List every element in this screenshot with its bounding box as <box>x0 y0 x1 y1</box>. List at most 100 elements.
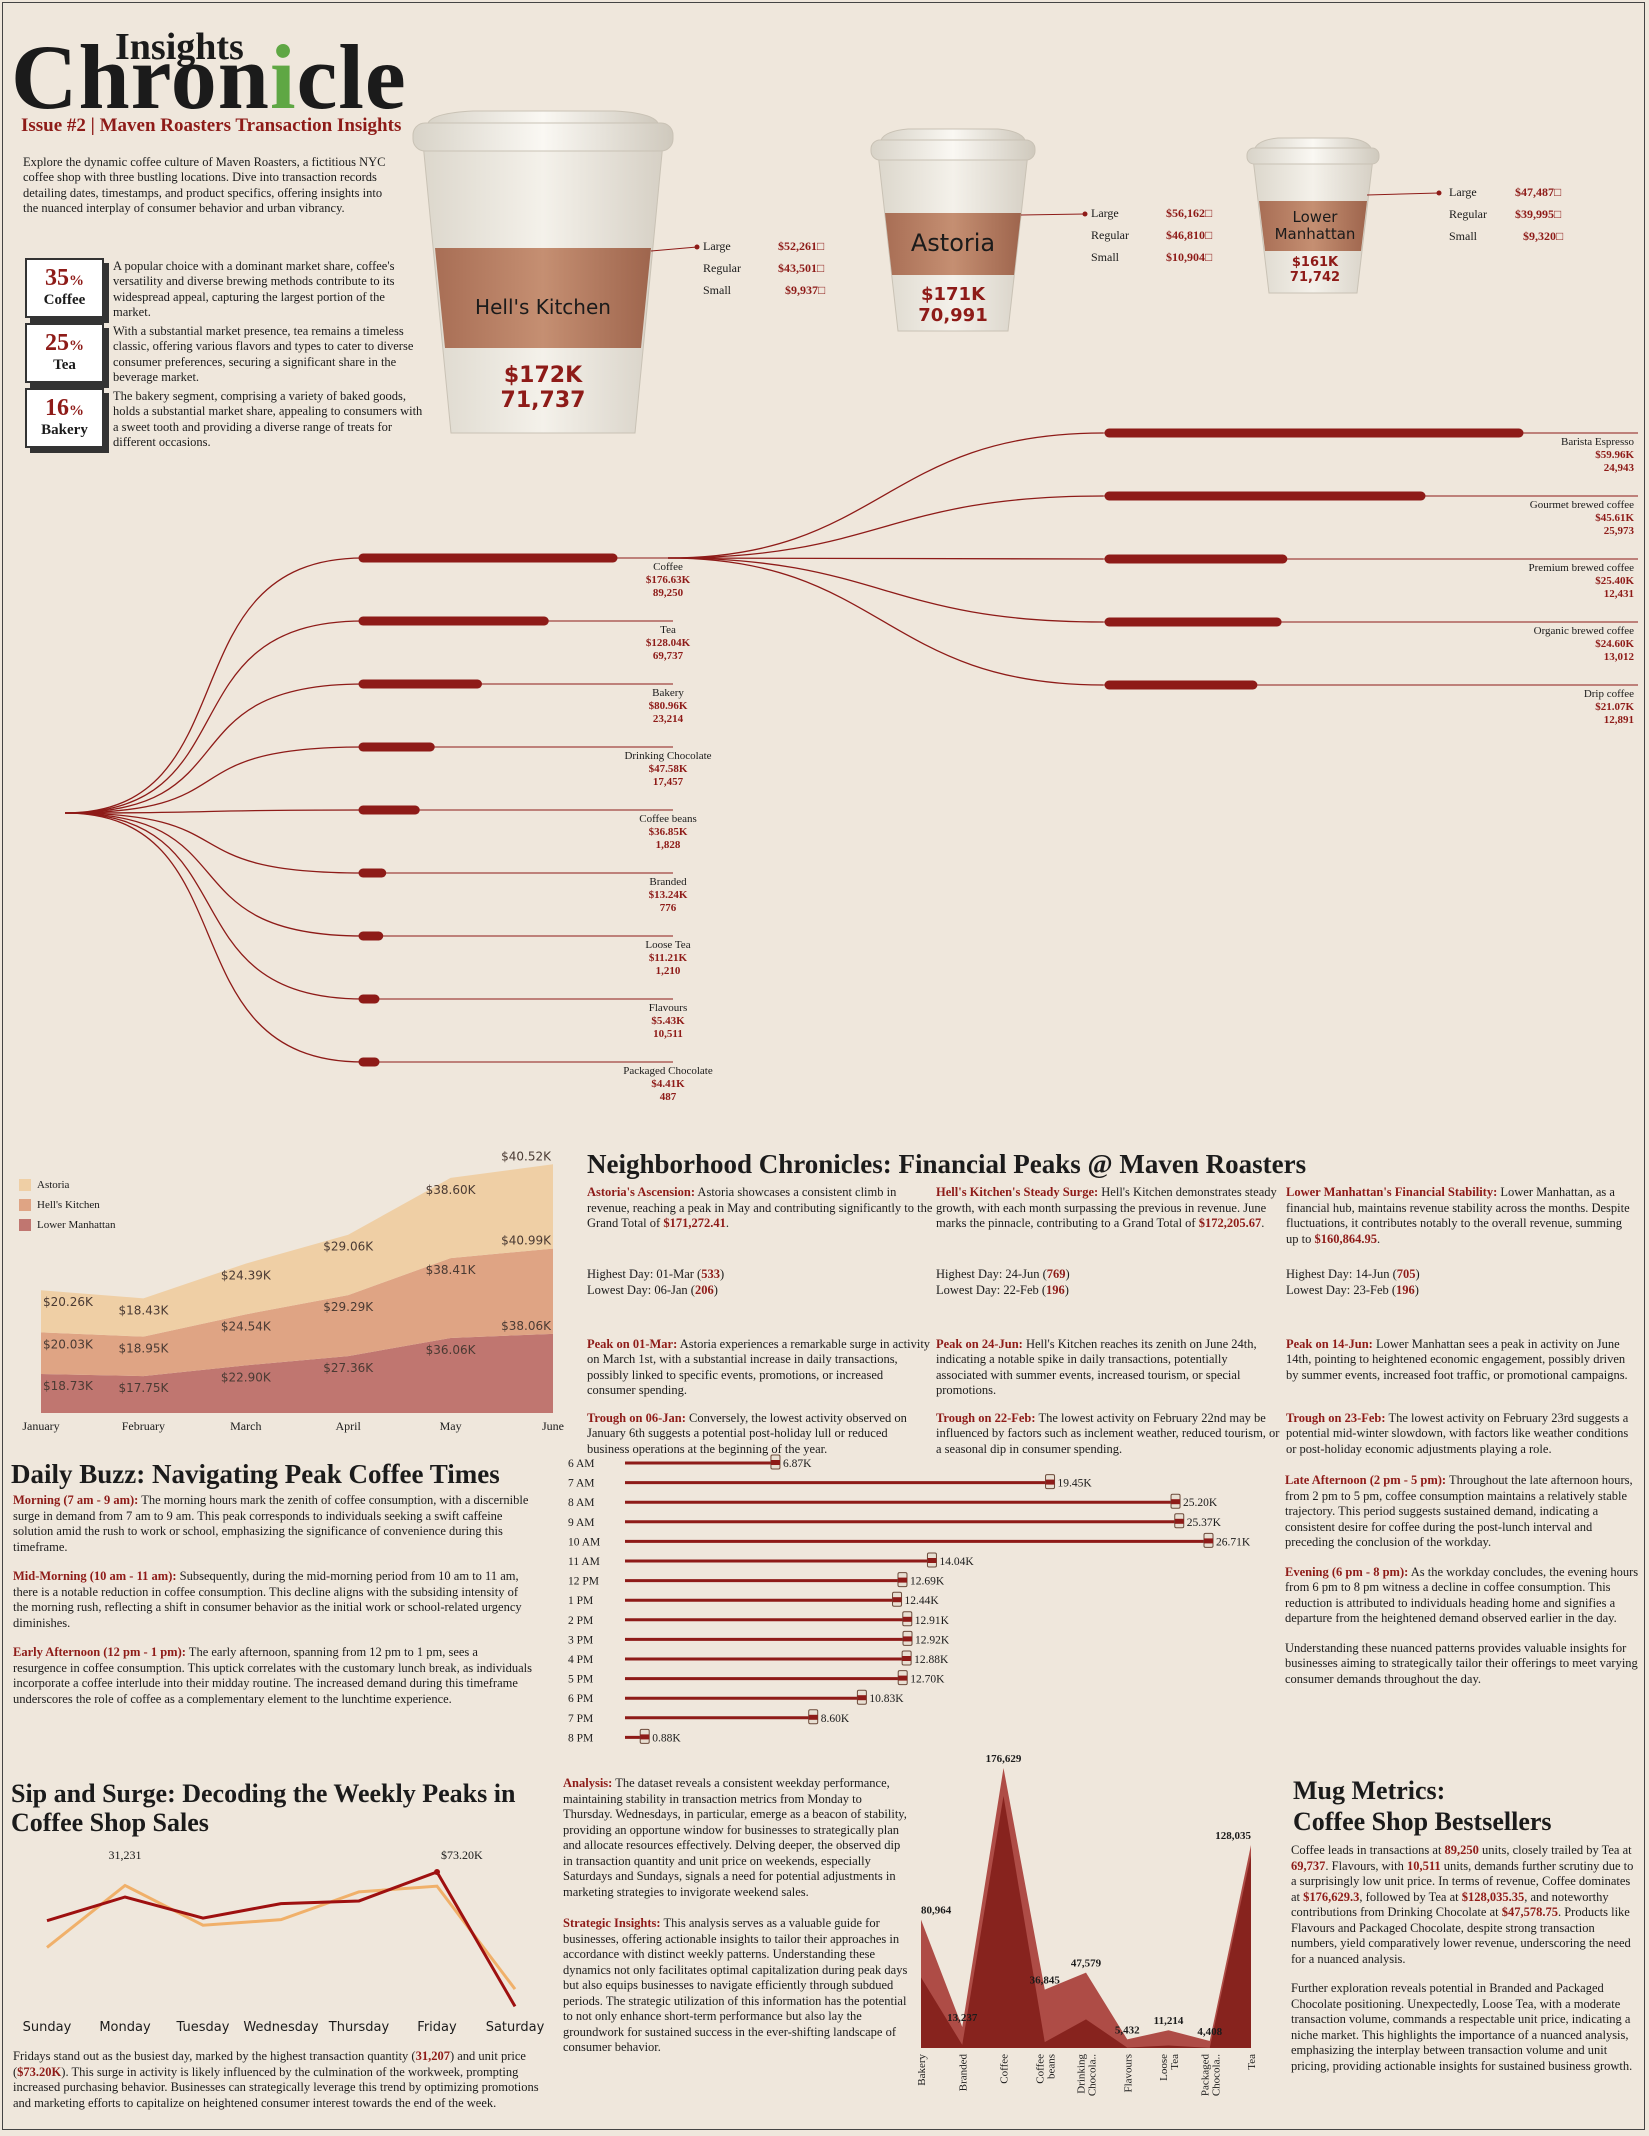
svg-text:Loose: Loose <box>1158 2054 1170 2081</box>
nb-lowest-day: Lowest Day: 23-Feb (196) <box>1286 1282 1419 1297</box>
mug-metrics-para-2: Further exploration reveals potential in… <box>1291 1981 1633 2073</box>
category-tree-chart <box>64 428 1638 1067</box>
tree-label-qty: 1,828 <box>655 839 681 852</box>
category-data-label: 13,237 <box>947 2012 978 2024</box>
tree-label-name: Barista Espresso <box>1560 436 1634 448</box>
title-part-1: Chron <box>11 26 270 128</box>
svg-text:Packaged: Packaged <box>1199 2054 1211 2097</box>
area-data-label: $36.06K <box>426 1343 477 1357</box>
cup-marker <box>902 1611 913 1627</box>
tree-label-name: Gourmet brewed coffee <box>1529 499 1634 511</box>
cup-marker <box>808 1709 819 1725</box>
tree-label-qty: 1,210 <box>655 965 681 978</box>
area-data-label: $18.43K <box>118 1303 169 1317</box>
tree-label-revenue: $36.85K <box>648 826 688 839</box>
store-name: Lower Manhattan <box>1274 208 1356 244</box>
hour-tick: 12 PM <box>568 1576 599 1588</box>
cup-marker <box>856 1689 867 1705</box>
tree-label-name: Drip coffee <box>1583 688 1634 700</box>
monthly-legend: Astoria Hell's Kitchen Lower Manhattan <box>19 1175 116 1235</box>
cup-connector-dot <box>1082 211 1088 217</box>
store-kpi: $172K 71,737 <box>500 363 586 414</box>
tree-label-name: Drinking Chocolate <box>624 750 712 762</box>
hour-value: 8.60K <box>821 1713 850 1725</box>
revenue-area <box>921 1795 1251 2048</box>
mug-metrics-para-1: Coffee leads in transactions at 89,250 u… <box>1291 1843 1634 1966</box>
cup-lid-top <box>1254 137 1372 149</box>
hour-value: 12.88K <box>914 1654 949 1666</box>
monthly-area-chart: $18.73K $17.75K $22.90K $27.36K $36.06K $38.0… <box>22 1149 564 1433</box>
tree-label: Flavours $5.43K 10,511 <box>583 1002 753 1042</box>
category-data-label: 128,035 <box>1215 1830 1251 1842</box>
hour-value: 12.91K <box>915 1615 950 1627</box>
tree-label-name: Coffee <box>653 561 683 573</box>
tree-label-qty: 12,891 <box>1603 714 1634 727</box>
tree-label-revenue: $24.60K <box>1595 638 1634 651</box>
tree-label: Bakery $80.96K 23,214 <box>583 687 753 727</box>
svg-text:Coffee: Coffee <box>999 2054 1011 2084</box>
cup-lower-manhattan <box>1246 137 1380 294</box>
nb-peak: Peak on 01-Mar: Astoria experiences a re… <box>587 1336 931 1398</box>
nb-peak: Peak on 24-Jun: Hell's Kitchen reaches i… <box>936 1336 1257 1398</box>
tree-branch <box>64 812 364 874</box>
store-name: Astoria <box>910 229 996 257</box>
hour-tick: 8 PM <box>568 1732 593 1744</box>
nb-highest-day: Highest Day: 14-Jun (705) <box>1286 1267 1420 1281</box>
analysis-para: Analysis: The dataset reveals a consiste… <box>563 1776 907 1899</box>
hour-tick: 3 PM <box>568 1634 593 1646</box>
cup-marker <box>639 1728 650 1744</box>
area-data-label: $18.73K <box>43 1379 94 1393</box>
legend-item-hells-kitchen: Hell's Kitchen <box>19 1195 116 1215</box>
cup-marker <box>1045 1474 1056 1490</box>
cup-marker <box>1203 1532 1214 1548</box>
neighborhood-column: Lower Manhattan's Financial Stability: L… <box>1286 1185 1632 1457</box>
tree-label-name: Bakery <box>652 687 684 699</box>
weekly-x-tick: Monday <box>99 2020 151 2035</box>
neighborhood-title: Neighborhood Chronicles: Financial Peaks… <box>587 1149 1307 1179</box>
legend-item-lower-manhattan: Lower Manhattan <box>19 1215 116 1235</box>
area-data-label: $29.29K <box>323 1300 374 1314</box>
svg-text:Bakery: Bakery <box>916 2054 928 2086</box>
hour-tick: 9 AM <box>568 1517 595 1529</box>
cup-marker <box>901 1650 912 1666</box>
hour-value: 25.20K <box>1183 1497 1218 1509</box>
cup-astoria <box>870 128 1036 332</box>
hour-tick: 1 PM <box>568 1595 593 1607</box>
store-kpi: $161K 71,742 <box>1289 255 1341 285</box>
buzz-para-summary: Understanding these nuanced patterns pro… <box>1285 1640 1638 1686</box>
category-x-tick: Coffee beans <box>1034 2054 1057 2084</box>
masthead-title: Chronicle <box>11 31 407 123</box>
tree-label-revenue: $176.63K <box>645 574 691 587</box>
daily-buzz-text: Morning (7 am - 9 am): The morning hours… <box>13 1493 533 1707</box>
tree-label-revenue: $45.61K <box>1595 512 1634 525</box>
cup-marker <box>926 1552 937 1568</box>
stat-label: Coffee <box>43 292 86 308</box>
tree-label: Loose Tea $11.21K 1,210 <box>583 939 753 979</box>
category-x-tick: Loose Tea <box>1158 2054 1181 2081</box>
area-x-tick: January <box>22 1419 59 1433</box>
neighborhood-column: Astoria's Ascension: Astoria showcases a… <box>587 1185 933 1457</box>
tree-label-qty: 10,511 <box>653 1028 683 1041</box>
tree-branch <box>667 495 1104 559</box>
weekly-note: Fridays stand out as the busiest day, ma… <box>13 2049 539 2110</box>
store-name: Hell's Kitchen <box>475 295 611 319</box>
tree-label-qty: 69,737 <box>652 650 684 663</box>
cup-sleeve <box>885 213 1021 275</box>
neighborhood-column: Hell's Kitchen's Steady Surge: Hell's Ki… <box>936 1185 1282 1457</box>
hour-tick: 5 PM <box>568 1674 593 1686</box>
hour-value: 19.45K <box>1058 1478 1093 1490</box>
mug-metrics-title: Mug Metrics: Coffee Shop Bestsellers <box>1293 1776 1552 1837</box>
svg-text:Branded: Branded <box>957 2054 969 2092</box>
hour-value: 14.04K <box>939 1556 974 1568</box>
cup-marker <box>902 1630 913 1646</box>
category-x-tick: Coffee <box>999 2054 1011 2084</box>
legend-item-astoria: Astoria <box>19 1175 116 1195</box>
category-data-label: 36,845 <box>1030 1975 1061 1987</box>
weekly-x-tick: Saturday <box>486 2020 545 2035</box>
buzz-para-morning: Morning (7 am - 9 am): The morning hours… <box>13 1493 529 1554</box>
intro-paragraph: Explore the dynamic coffee culture of Ma… <box>23 155 386 215</box>
cup-connector <box>1020 213 1086 216</box>
hour-tick: 4 PM <box>568 1654 593 1666</box>
store-cups-svg <box>412 110 1442 434</box>
title-part-2: cle <box>296 26 407 128</box>
